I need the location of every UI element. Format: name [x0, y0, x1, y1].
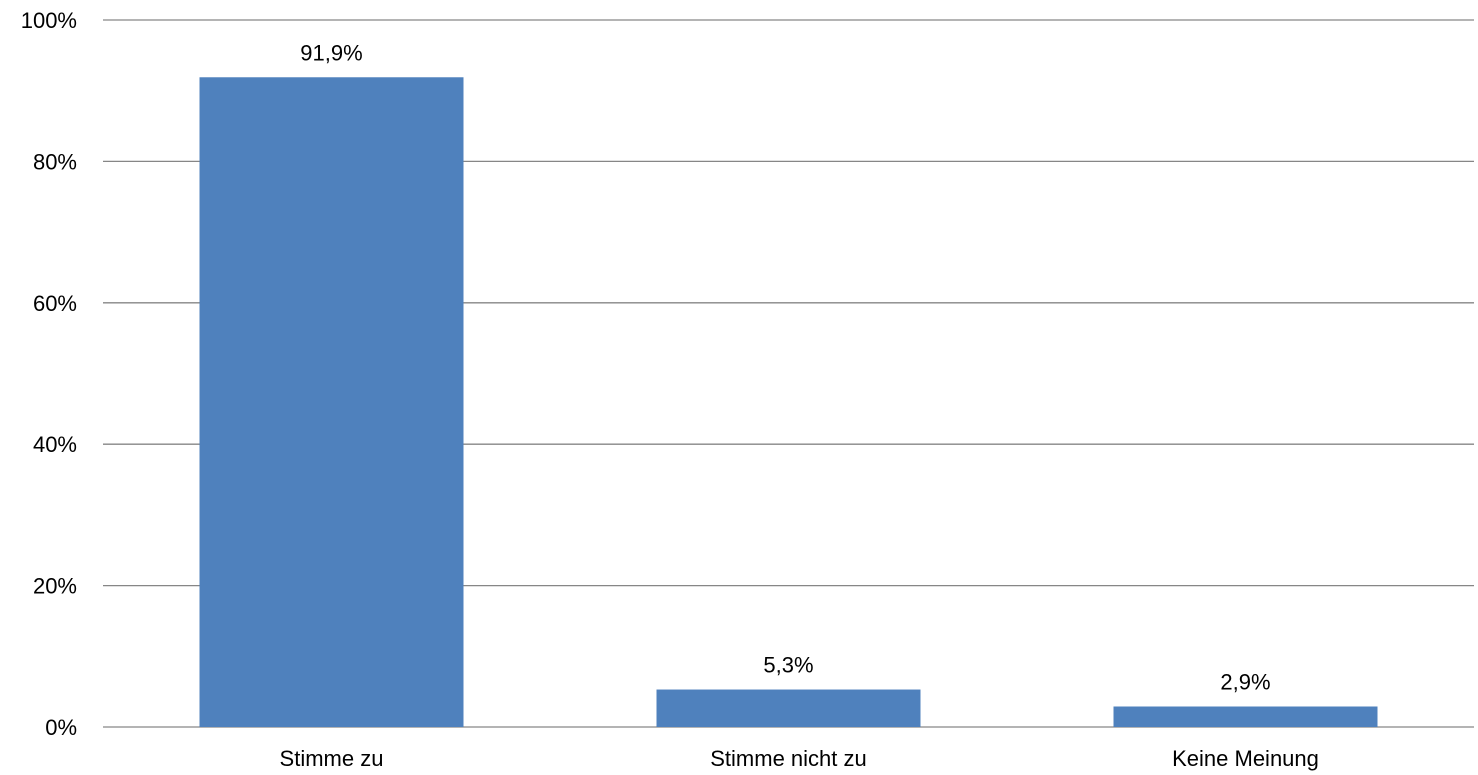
y-tick-label: 20% — [33, 574, 77, 599]
data-label: 5,3% — [763, 653, 813, 678]
y-tick-label: 60% — [33, 291, 77, 316]
data-label: 2,9% — [1220, 669, 1270, 694]
data-labels: 91,9% 5,3% 2,9% — [300, 40, 1270, 694]
x-axis-category-labels: Stimme zu Stimme nicht zu Keine Meinung — [280, 746, 1319, 771]
y-tick-label: 0% — [45, 715, 77, 740]
data-label: 91,9% — [300, 40, 362, 65]
bar — [1113, 706, 1378, 727]
bar — [656, 689, 921, 727]
bars — [199, 77, 1378, 728]
y-axis-tick-labels: 0% 20% 40% 60% 80% 100% — [21, 8, 77, 740]
y-tick-label: 40% — [33, 432, 77, 457]
y-tick-label: 100% — [21, 8, 77, 33]
x-category-label: Keine Meinung — [1172, 746, 1319, 771]
y-tick-label: 80% — [33, 149, 77, 174]
bar — [199, 77, 464, 728]
x-category-label: Stimme zu — [280, 746, 384, 771]
x-category-label: Stimme nicht zu — [710, 746, 867, 771]
